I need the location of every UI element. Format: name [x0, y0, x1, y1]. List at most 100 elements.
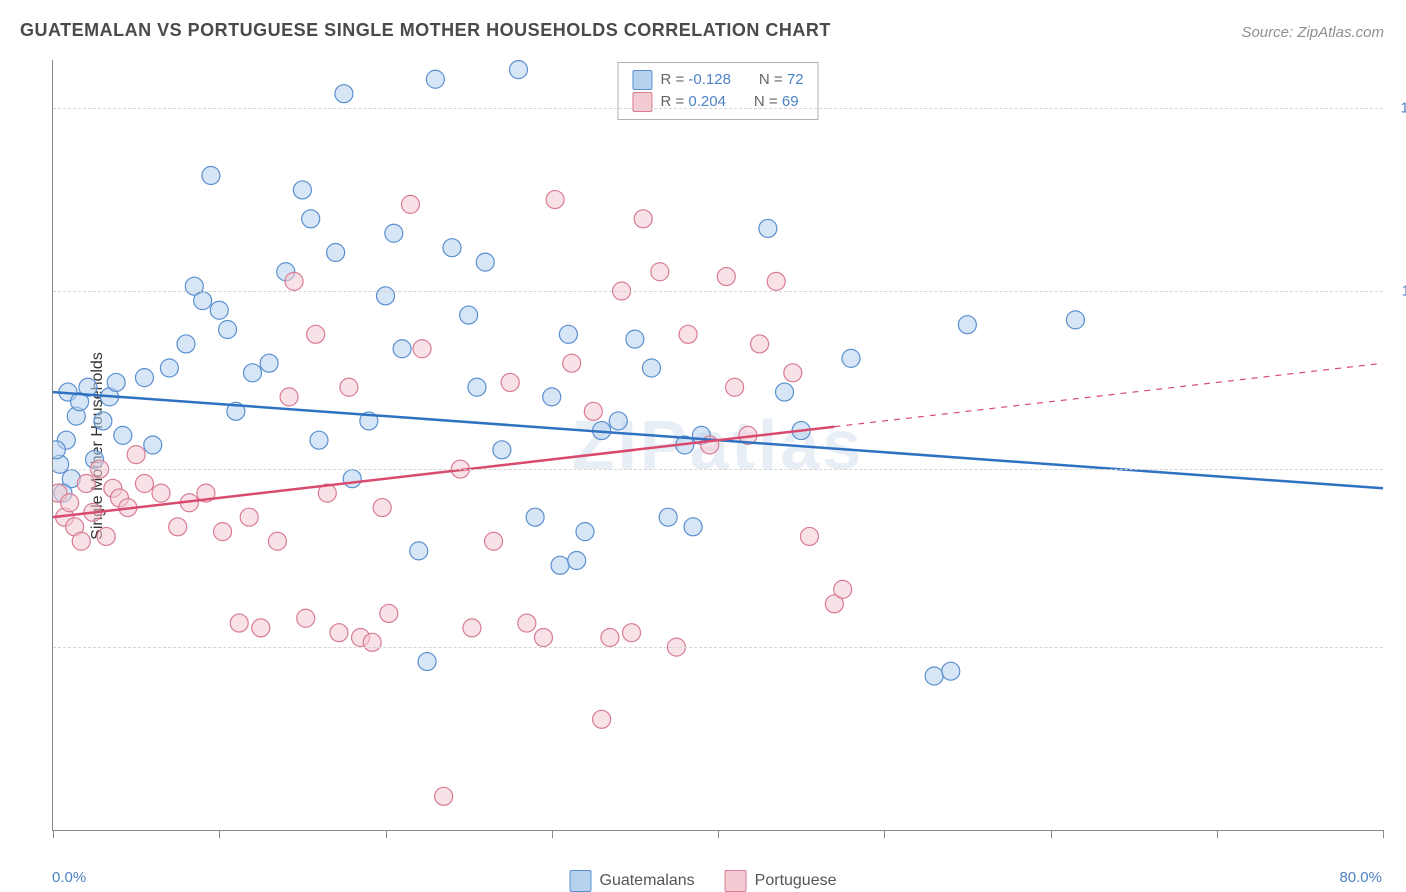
data-point: [410, 542, 428, 560]
data-point: [593, 710, 611, 728]
data-point: [230, 614, 248, 632]
data-point: [202, 167, 220, 185]
data-point: [568, 552, 586, 570]
x-tick: [1383, 830, 1384, 838]
data-point: [1066, 311, 1084, 329]
x-tick: [53, 830, 54, 838]
data-point: [501, 373, 519, 391]
grid-line: [53, 647, 1383, 648]
data-point: [443, 239, 461, 257]
x-tick: [1217, 830, 1218, 838]
data-point: [460, 306, 478, 324]
series-legend: Guatemalans Portuguese: [569, 870, 836, 892]
data-point: [413, 340, 431, 358]
data-point: [476, 253, 494, 271]
data-point: [543, 388, 561, 406]
data-point: [958, 316, 976, 334]
data-point: [363, 633, 381, 651]
data-point: [679, 325, 697, 343]
data-point: [340, 378, 358, 396]
data-point: [335, 85, 353, 103]
data-point: [214, 523, 232, 541]
data-point: [160, 359, 178, 377]
trend-line-dashed: [834, 363, 1383, 427]
data-point: [626, 330, 644, 348]
data-point: [651, 263, 669, 281]
data-point: [518, 614, 536, 632]
data-point: [219, 321, 237, 339]
x-axis-max-label: 80.0%: [1339, 869, 1382, 886]
x-tick: [718, 830, 719, 838]
plot-svg: [53, 60, 1383, 830]
grid-line: [53, 108, 1383, 109]
data-point: [776, 383, 794, 401]
series-name: Portuguese: [755, 872, 837, 890]
data-point: [53, 441, 65, 459]
data-point: [268, 532, 286, 550]
series-legend-item: Portuguese: [725, 870, 837, 892]
legend-swatch: [569, 870, 591, 892]
legend-n-label: N = 69: [754, 91, 799, 113]
source-attribution: Source: ZipAtlas.com: [1241, 24, 1384, 41]
data-point: [94, 412, 112, 430]
legend-row: R = -0.128 N = 72: [632, 69, 803, 91]
data-point: [297, 609, 315, 627]
y-tick-label: 7.5%: [1388, 461, 1406, 478]
legend-swatch: [725, 870, 747, 892]
data-point: [169, 518, 187, 536]
data-point: [759, 219, 777, 237]
data-point: [634, 210, 652, 228]
data-point: [252, 619, 270, 637]
data-point: [280, 388, 298, 406]
data-point: [72, 532, 90, 550]
legend-r-label: R = -0.128: [660, 69, 730, 91]
data-point: [717, 268, 735, 286]
data-point: [135, 475, 153, 493]
series-legend-item: Guatemalans: [569, 870, 694, 892]
data-point: [784, 364, 802, 382]
data-point: [385, 224, 403, 242]
data-point: [343, 470, 361, 488]
data-point: [327, 244, 345, 262]
data-point: [559, 325, 577, 343]
trend-line-solid: [53, 427, 834, 517]
data-point: [244, 364, 262, 382]
data-point: [61, 494, 79, 512]
data-point: [418, 653, 436, 671]
data-point: [152, 484, 170, 502]
data-point: [210, 301, 228, 319]
data-point: [307, 325, 325, 343]
data-point: [380, 604, 398, 622]
legend-row: R = 0.204 N = 69: [632, 91, 803, 113]
chart-container: GUATEMALAN VS PORTUGUESE SINGLE MOTHER H…: [0, 0, 1406, 892]
data-point: [942, 662, 960, 680]
data-point: [485, 532, 503, 550]
data-point: [623, 624, 641, 642]
x-tick: [552, 830, 553, 838]
data-point: [177, 335, 195, 353]
data-point: [302, 210, 320, 228]
data-point: [144, 436, 162, 454]
data-point: [834, 580, 852, 598]
data-point: [767, 272, 785, 290]
series-name: Guatemalans: [599, 872, 694, 890]
data-point: [643, 359, 661, 377]
grid-line: [53, 291, 1383, 292]
data-point: [534, 629, 552, 647]
data-point: [563, 354, 581, 372]
data-point: [510, 61, 528, 79]
y-tick-label: 15.0%: [1388, 100, 1406, 117]
data-point: [310, 431, 328, 449]
data-point: [97, 527, 115, 545]
data-point: [526, 508, 544, 526]
data-point: [751, 335, 769, 353]
data-point: [800, 527, 818, 545]
data-point: [684, 518, 702, 536]
data-point: [576, 523, 594, 541]
data-point: [107, 373, 125, 391]
legend-swatch: [632, 70, 652, 90]
data-point: [373, 499, 391, 517]
data-point: [377, 287, 395, 305]
data-point: [401, 195, 419, 213]
plot-area: ZIPatlas R = -0.128 N = 72 R = 0.204 N =…: [52, 60, 1383, 831]
